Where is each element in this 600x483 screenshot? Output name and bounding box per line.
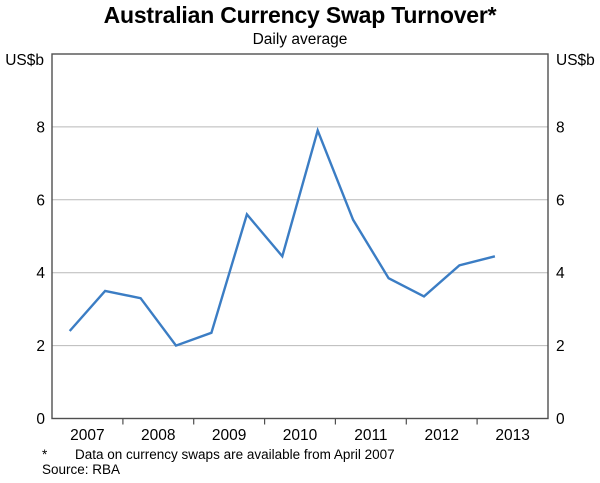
x-tick-label-2013: 2013	[495, 427, 529, 444]
y-tick-label-left-0: 0	[36, 411, 45, 428]
y-tick-label-left-6: 6	[36, 192, 45, 209]
y-tick-label-right-0: 0	[556, 411, 565, 428]
y-axis-unit-right: US$b	[556, 52, 595, 69]
y-tick-label-left-8: 8	[36, 119, 45, 136]
plot-frame	[51, 53, 549, 420]
footnote-text: Data on currency swaps are available fro…	[75, 447, 395, 462]
y-tick-label-left-2: 2	[36, 338, 45, 355]
x-tick-label-2008: 2008	[141, 427, 175, 444]
x-tick-label-2011: 2011	[354, 427, 387, 444]
y-tick-label-left-4: 4	[36, 265, 45, 282]
y-axis-unit-left: US$b	[5, 52, 44, 69]
footnote: * Data on currency swaps are available fr…	[42, 447, 395, 462]
y-tick-label-right-6: 6	[556, 192, 565, 209]
x-tick-label-2009: 2009	[212, 427, 246, 444]
source-note: Source: RBA	[42, 462, 121, 477]
x-tick-label-2007: 2007	[70, 427, 104, 444]
x-tick-label-2012: 2012	[424, 427, 458, 444]
y-tick-label-right-2: 2	[556, 338, 565, 355]
turnover-line	[68, 126, 496, 348]
footnote-marker: *	[42, 447, 48, 462]
chart-subtitle: Daily average	[252, 31, 348, 48]
x-tick-label-2010: 2010	[283, 427, 318, 444]
chart-title: Australian Currency Swap Turnover*	[103, 2, 497, 28]
y-tick-label-right-4: 4	[556, 265, 565, 282]
y-tick-label-right-8: 8	[556, 119, 565, 136]
